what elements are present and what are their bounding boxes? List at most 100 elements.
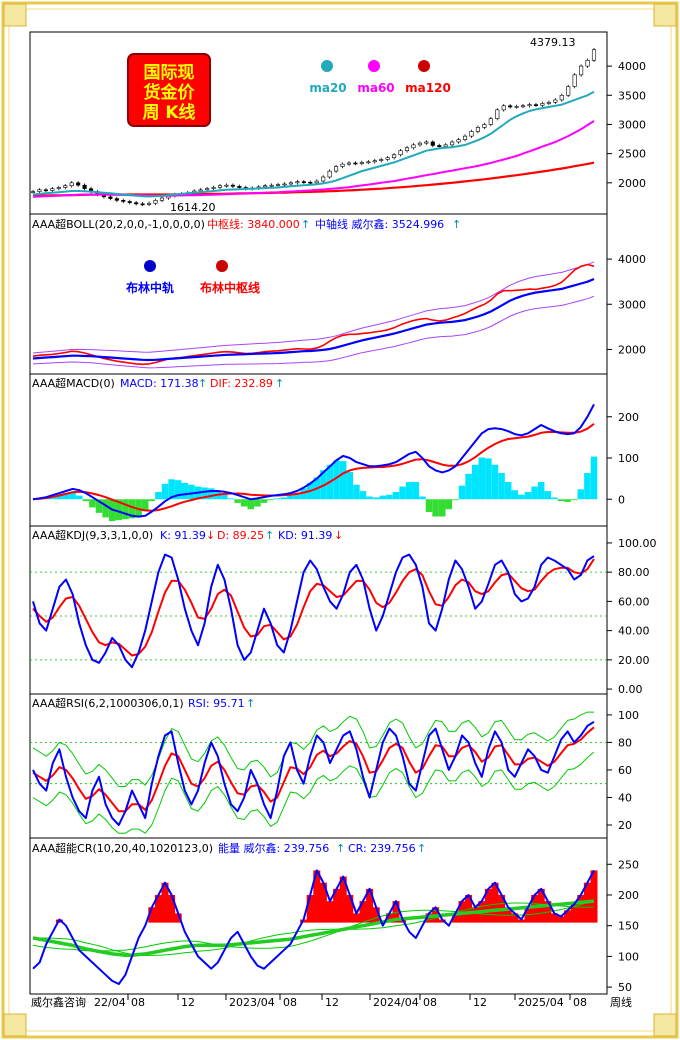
macd-panel: 0 100 200: [32, 403, 639, 522]
cr-legend-1: 能量 威尔鑫: 239.756: [218, 841, 329, 855]
macd-bar: [95, 499, 103, 513]
macd-bar: [188, 484, 195, 500]
candle-body: [217, 185, 223, 188]
cr-fill-bar: [333, 888, 341, 923]
macd-bar: [181, 482, 189, 500]
candle-body: [288, 182, 293, 185]
footer-brand: 威尔鑫咨询: [31, 995, 86, 1009]
x-tick-label: 22/04: [94, 996, 126, 1009]
candle-body: [443, 144, 448, 147]
candle-body: [114, 198, 119, 201]
macd-bar: [89, 499, 96, 508]
cr-legend-2: CR: 239.756: [348, 842, 416, 855]
kdj-tick-label: 0.00: [618, 683, 643, 696]
price-panel: 2000 2500 3000 3500 4000: [30, 48, 646, 207]
macd-tick-label: 0: [618, 493, 625, 506]
candle-body: [321, 176, 326, 182]
cr-legend-1-arrow: ↑: [336, 842, 345, 855]
macd-title: AAA超MACD(0) MACD: 171.38 ↑ DIF: 232.89 ↑: [32, 376, 284, 390]
kdj-legend-1-arrow: ↓: [206, 529, 215, 542]
cr-fill-bar: [484, 888, 492, 923]
cr-fill-bar: [570, 904, 578, 923]
title-line-3: 周 K线: [142, 102, 195, 123]
cr-tick-label: 200: [618, 889, 639, 902]
macd-bar: [273, 498, 281, 500]
macd-bar: [280, 497, 288, 500]
x-tick-label: 08: [423, 996, 437, 1009]
macd-bar: [524, 491, 532, 500]
legend-ma120: ma120: [405, 81, 451, 95]
kdj-title-text: AAA超KDJ(9,3,3,1,0,0): [32, 528, 153, 542]
rsi-tick-label: 80: [618, 736, 632, 749]
kdj-tick-label: 20.00: [618, 654, 650, 667]
cr-fill-bar: [557, 916, 565, 923]
macd-bar: [405, 482, 413, 500]
candle-body: [301, 181, 306, 183]
macd-bar: [339, 461, 347, 500]
macd-bar: [386, 494, 393, 500]
macd-bar: [293, 492, 301, 500]
cr-title: AAA超能CR(10,20,40,1020123,0) 能量 威尔鑫: 239.…: [32, 841, 426, 855]
candle-body: [82, 184, 87, 189]
rsi-legend-1: RSI: 95.71: [188, 697, 245, 710]
candle-body: [153, 200, 158, 204]
cr-ma-thick-line: [32, 899, 595, 957]
x-tick-label: 2025/04: [518, 996, 564, 1009]
cr-ma-line-1: [33, 902, 595, 956]
macd-bar: [141, 499, 149, 512]
cr-fill-bar: [517, 919, 525, 923]
boll-tick-label: 3000: [618, 298, 646, 311]
boll-ball-center: [216, 260, 228, 272]
rsi-tick-label: 40: [618, 791, 632, 804]
price-tick-label: 2000: [618, 177, 646, 190]
candle-body: [269, 184, 274, 187]
cr-fill-bar: [451, 913, 459, 923]
corner-ornament-bl: [3, 1013, 27, 1037]
macd-bar: [62, 492, 70, 500]
macd-bar: [207, 488, 215, 500]
macd-bar: [392, 491, 400, 500]
macd-tick-label: 100: [618, 452, 639, 465]
x-tick-labels: 08 12 2023/04 08 12 2024/04 08 12 2025/04 08 22/04: [94, 994, 587, 1009]
cr-fill-bar: [339, 876, 347, 923]
cr-fill-bar: [577, 894, 585, 923]
rsi-legend-1-arrow: ↑: [246, 697, 255, 710]
boll-marker-mid: 布林中轨: [126, 280, 174, 295]
x-tick-label: 12: [325, 996, 339, 1009]
panel-grid: [29, 31, 608, 995]
candle-body: [469, 131, 474, 137]
candle-body: [237, 186, 242, 188]
cr-fill-bar: [161, 882, 169, 923]
macd-legend-2-arrow: ↑: [275, 377, 284, 390]
legend-ball-ma60: [368, 60, 380, 72]
cr-fill-bar: [174, 913, 182, 923]
macd-bar: [75, 495, 83, 500]
macd-bar: [254, 499, 261, 507]
macd-bar: [333, 460, 340, 500]
macd-bar: [135, 499, 142, 516]
macd-bar: [425, 499, 433, 512]
macd-bar: [366, 496, 373, 500]
macd-bar: [465, 473, 472, 500]
cr-fill-bar: [319, 882, 327, 923]
cr-fill-bar: [168, 894, 176, 923]
candle-body: [566, 86, 571, 96]
candle-body: [553, 99, 558, 103]
macd-bar: [148, 499, 156, 502]
rsi-line: [32, 720, 595, 826]
macd-legend-1-arrow: ↑: [198, 377, 207, 390]
macd-bar: [234, 499, 241, 503]
macd-bar: [504, 482, 512, 500]
cr-fill-bar: [590, 870, 598, 923]
kdj-legend-3: KD: 91.39: [278, 529, 332, 542]
x-axis: 威尔鑫咨询 周线: [31, 995, 632, 1009]
candle-body: [533, 104, 539, 106]
candle-body: [508, 105, 513, 108]
price-tick-label: 3000: [618, 118, 646, 131]
macd-bar: [471, 464, 479, 500]
cr-fill-bar: [313, 870, 321, 923]
candle-body: [295, 181, 300, 184]
kdj-panel: 100.00 80.00 60.00 40.00 20.00 0.00: [30, 537, 657, 696]
boll-upper-line: [32, 261, 595, 354]
